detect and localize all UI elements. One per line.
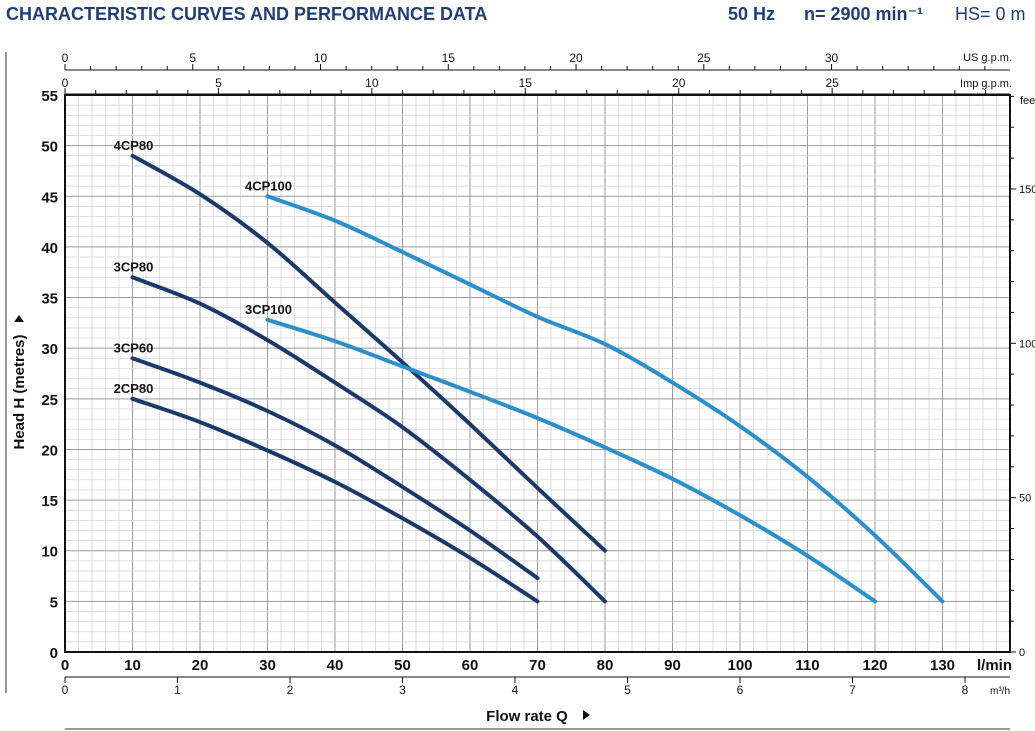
feet-axis-label: feet [1020,95,1035,107]
m3h-tick-label: 6 [737,683,744,697]
chart-title: CHARACTERISTIC CURVES AND PERFORMANCE DA… [6,4,488,24]
series-line-4cp100 [265,194,945,604]
series-label-3cp60: 3CP60 [114,340,154,355]
us-gpm-tick-label: 5 [189,51,196,65]
y-tick-label: 35 [41,291,58,308]
x-tick-label: 100 [727,657,752,674]
y-tick-label: 50 [41,139,58,156]
y-tick-label: 45 [41,189,58,206]
x-axis-arrow-icon [583,710,590,720]
m3h-tick-label: 0 [62,683,69,697]
x-tick-label: 20 [192,657,209,674]
x-tick-label: 70 [529,657,546,674]
x-unit-label: l/min [977,657,1012,674]
x-tick-label: 10 [124,657,141,674]
speed-label: n= 2900 min⁻¹ [804,4,924,24]
us-gpm-tick-label: 0 [62,51,69,65]
series-line-2cp80 [130,396,540,604]
series: 4CP80 4CP100 3CP80 3CP100 3CP60 2CP80 [114,138,945,604]
series-label-4cp80: 4CP80 [114,138,154,153]
y-axis-arrow-icon [14,315,24,322]
x-tick-label: 50 [394,657,411,674]
us-gpm-axis-label: US g.p.m. [963,52,1012,64]
imp-gpm-tick-label: 25 [825,76,839,90]
series-line-4cp80 [130,153,607,553]
series-label-2cp80: 2CP80 [114,381,154,396]
frequency-label: 50 Hz [728,4,776,24]
m3h-tick-label: 7 [849,683,856,697]
feet-tick-label: 50 [1019,493,1031,505]
x-tick-label: 120 [862,657,887,674]
us-gpm-tick-label: 15 [442,51,456,65]
y-tick-label: 30 [41,341,58,358]
y-tick-label: 55 [41,88,58,105]
y-tick-label: 25 [41,392,58,409]
us-gpm-tick-label: 10 [314,51,328,65]
series-line-3cp80 [130,275,607,604]
y-axis-label: Head H (metres) [11,334,28,449]
m3h-axis-label: m³/h [990,686,1010,697]
imp-gpm-tick-label: 10 [365,76,379,90]
x-tick-label: 40 [327,657,344,674]
m3h-tick-label: 3 [399,683,406,697]
axes: US g.p.m. Imp g.p.m. m³/h feet l/min Flo… [5,52,1035,730]
x-tick-label: 30 [259,657,276,674]
x-tick-label: 110 [795,657,819,674]
m3h-tick-label: 2 [287,683,294,697]
grid [64,94,1011,653]
tick-labels: 0 10 20 30 40 50 60 70 80 90 100 110 120 130051015202… [41,51,1035,697]
m3h-tick-label: 8 [962,683,969,697]
feet-tick-label: 0 [1019,647,1025,659]
y-tick-label: 40 [41,240,58,257]
y-tick-label: 5 [50,594,58,611]
y-tick-label: 10 [41,544,58,561]
x-tick-label: 90 [664,657,681,674]
series-line-3cp100 [265,317,877,604]
y-tick-label: 15 [41,493,58,510]
x-tick-label: 130 [930,657,955,674]
y-tick-label: 20 [41,442,58,459]
x-axis-label: Flow rate Q [486,708,568,725]
imp-gpm-axis-label: Imp g.p.m. [960,78,1012,90]
series-line-3cp60 [130,356,540,581]
m3h-tick-label: 5 [624,683,631,697]
series-label-3cp100: 3CP100 [245,302,292,317]
series-label-4cp100: 4CP100 [245,178,292,193]
m3h-tick-label: 1 [174,683,181,697]
series-label-3cp80: 3CP80 [114,259,154,274]
x-tick-label: 0 [61,657,69,674]
imp-gpm-tick-label: 20 [672,76,686,90]
imp-gpm-tick-label: 5 [215,76,222,90]
us-gpm-tick-label: 25 [697,51,711,65]
us-gpm-tick-label: 20 [569,51,583,65]
imp-gpm-tick-label: 15 [519,76,533,90]
y-tick-label: 0 [50,645,58,662]
suction-head-label: HS= 0 m [955,4,1026,24]
x-tick-label: 80 [597,657,614,674]
imp-gpm-tick-label: 0 [62,76,69,90]
m3h-tick-label: 4 [512,683,519,697]
us-gpm-tick-label: 30 [825,51,839,65]
feet-tick-label: 100 [1019,338,1035,350]
x-tick-label: 60 [462,657,479,674]
feet-tick-label: 150 [1019,184,1035,196]
